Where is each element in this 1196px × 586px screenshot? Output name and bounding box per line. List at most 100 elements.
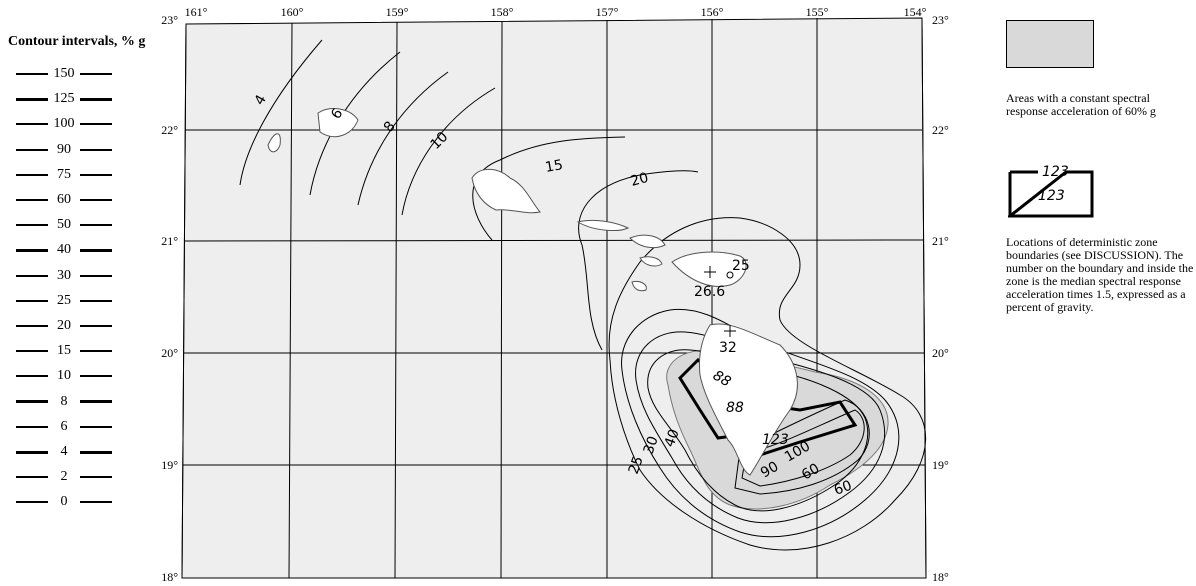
- contour-interval-label: 60: [57, 192, 71, 207]
- shaded-zone-swatch: [1006, 20, 1094, 68]
- point-value-label: 26.6: [694, 284, 725, 300]
- contour-line-sample: [16, 501, 48, 504]
- contour-interval-row: 40: [16, 240, 116, 260]
- contour-interval-label: 10: [57, 368, 71, 384]
- zone-boundary-caption: Locations of deterministic zone boundari…: [1006, 235, 1194, 314]
- contour-interval-label: 4: [60, 444, 68, 459]
- contour-interval-label: 0: [60, 494, 68, 510]
- contour-interval-row: 4: [16, 442, 116, 462]
- contour-line-sample: [16, 123, 48, 126]
- zone-boundary-sample-frame: [1005, 170, 1094, 218]
- contour-interval-label: 30: [57, 267, 71, 283]
- contour-interval-row: 75: [16, 165, 116, 185]
- longitude-label: 156°: [701, 5, 724, 19]
- latitude-label: 19°: [932, 458, 949, 472]
- contour-value-label: 88: [710, 368, 734, 391]
- zone-sample-inner-number: 123: [1038, 188, 1065, 204]
- contour-line-sample: [16, 325, 48, 327]
- contour-line-sample: [16, 248, 48, 252]
- contour-interval-row: 0: [16, 492, 116, 512]
- longitude-label: 159°: [386, 5, 409, 19]
- contour-interval-row: 125: [16, 89, 116, 109]
- contour-line-sample: [80, 400, 112, 404]
- longitude-label: 154°: [904, 5, 927, 19]
- contour-line-sample: [80, 148, 112, 151]
- contour-interval-row: 30: [16, 266, 116, 286]
- contour-interval-row: 15: [16, 341, 116, 361]
- contour-interval-row: 2: [16, 467, 116, 487]
- contour-interval-label: 2: [60, 469, 68, 485]
- left-latitude-labels: 23° 22° 21° 20° 19° 18°: [161, 13, 178, 584]
- contour-value-label: 60: [799, 461, 822, 484]
- island-outlines: [267, 108, 798, 476]
- point-value-label: 32: [719, 340, 737, 356]
- location-markers: [704, 266, 736, 337]
- longitude-label: 157°: [596, 5, 619, 19]
- latitude-label: 19°: [161, 458, 178, 472]
- contour-line-sample: [80, 274, 112, 277]
- latitude-label: 21°: [932, 234, 949, 248]
- shaded-zone-caption: Areas with a constant spectral response …: [1006, 91, 1156, 118]
- contour-line-sample: [80, 375, 112, 378]
- right-latitude-labels: 23° 22° 21° 20° 19° 18°: [932, 13, 949, 584]
- contour-line-sample: [16, 450, 48, 454]
- contour-line-sample: [80, 450, 112, 454]
- contour-value-label: 60: [832, 478, 854, 499]
- contour-line-sample: [80, 73, 112, 75]
- contour-line-sample: [16, 199, 48, 201]
- contour-value-label: 88: [726, 400, 744, 416]
- latitude-label: 22°: [161, 123, 178, 137]
- zone-sample-top-number: 123: [1042, 164, 1069, 180]
- contour-interval-row: 10: [16, 366, 116, 386]
- contour-line-sample: [80, 199, 112, 201]
- contour-line-sample: [80, 299, 112, 302]
- longitude-label: 161°: [185, 5, 208, 19]
- contour-interval-label: 100: [53, 116, 75, 132]
- zone-boundary-sample: 123 123: [1005, 164, 1094, 218]
- contour-line-sample: [80, 476, 112, 479]
- contour-interval-label: 150: [53, 66, 75, 81]
- longitude-label: 158°: [491, 5, 514, 19]
- contour-line-sample: [80, 97, 112, 101]
- contour-legend-title: Contour intervals, % g: [8, 34, 146, 49]
- contour-interval-label: 15: [57, 343, 71, 359]
- contour-interval-row: 25: [16, 291, 116, 311]
- point-value-labels: 26.6 25 32: [694, 258, 750, 356]
- contour-interval-row: 90: [16, 140, 116, 160]
- latitude-label: 23°: [161, 13, 178, 27]
- contour-line-sample: [16, 476, 48, 479]
- latitude-label: 22°: [932, 123, 949, 137]
- contour-line-sample: [80, 350, 112, 353]
- contour-interval-label: 75: [57, 166, 71, 182]
- longitude-label: 155°: [806, 5, 829, 19]
- point-value-label: 25: [732, 258, 750, 274]
- top-longitude-labels: 161° 160° 159° 158° 157° 156° 155° 154°: [185, 5, 927, 19]
- contour-interval-label: 20: [57, 318, 71, 333]
- latitude-label: 20°: [932, 346, 949, 360]
- contour-interval-label: 25: [57, 292, 71, 308]
- contour-value-label: 123: [762, 432, 789, 448]
- contour-line-sample: [16, 148, 48, 151]
- contour-line-sample: [16, 73, 48, 75]
- contour-line-sample: [80, 123, 112, 126]
- contour-value-label: 40: [662, 427, 683, 449]
- contour-interval-row: 20: [16, 316, 116, 336]
- contour-interval-row: 60: [16, 190, 116, 210]
- contour-line-sample: [80, 224, 112, 227]
- contour-interval-row: 150: [16, 64, 116, 84]
- contour-interval-row: 8: [16, 392, 116, 412]
- longitude-label: 160°: [281, 5, 304, 19]
- latitude-label: 21°: [161, 234, 178, 248]
- contour-lines: [239, 39, 927, 551]
- contour-interval-label: 125: [53, 91, 75, 107]
- contour-interval-row: 6: [16, 417, 116, 437]
- contour-line-sample: [80, 248, 112, 252]
- contour-line-sample: [16, 274, 48, 277]
- contour-interval-label: 50: [57, 217, 71, 233]
- contour-line-sample: [16, 375, 48, 378]
- contour-interval-label: 90: [57, 141, 71, 157]
- contour-value-label: 90: [758, 459, 781, 482]
- contour-value-label: 15: [544, 157, 564, 176]
- contour-interval-label: 8: [60, 393, 68, 409]
